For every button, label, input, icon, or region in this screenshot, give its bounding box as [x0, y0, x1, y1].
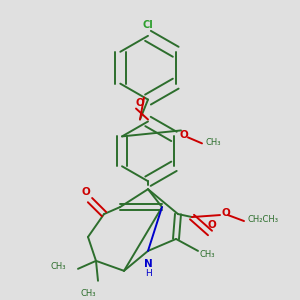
Text: CH₃: CH₃	[206, 138, 221, 147]
Text: O: O	[208, 220, 216, 230]
Text: O: O	[136, 98, 144, 108]
Text: O: O	[82, 187, 90, 197]
Text: H: H	[145, 269, 152, 278]
Text: Cl: Cl	[142, 20, 153, 30]
Text: CH₃: CH₃	[80, 289, 96, 298]
Text: CH₃: CH₃	[200, 250, 215, 260]
Text: N: N	[144, 259, 152, 269]
Text: CH₂CH₃: CH₂CH₃	[248, 214, 279, 224]
Text: CH₃: CH₃	[50, 262, 66, 271]
Text: O: O	[222, 208, 231, 218]
Text: O: O	[180, 130, 188, 140]
